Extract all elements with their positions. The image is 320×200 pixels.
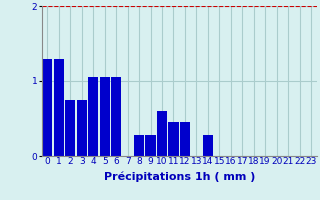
- Bar: [76, 100, 87, 156]
- Bar: [88, 77, 98, 156]
- Bar: [100, 77, 110, 156]
- Bar: [111, 77, 121, 156]
- Bar: [42, 58, 52, 156]
- Bar: [157, 111, 167, 156]
- Bar: [203, 135, 213, 156]
- Bar: [145, 135, 156, 156]
- Bar: [65, 100, 76, 156]
- Bar: [134, 135, 144, 156]
- Bar: [180, 122, 190, 156]
- Bar: [168, 122, 179, 156]
- Bar: [54, 58, 64, 156]
- X-axis label: Précipitations 1h ( mm ): Précipitations 1h ( mm ): [103, 172, 255, 182]
